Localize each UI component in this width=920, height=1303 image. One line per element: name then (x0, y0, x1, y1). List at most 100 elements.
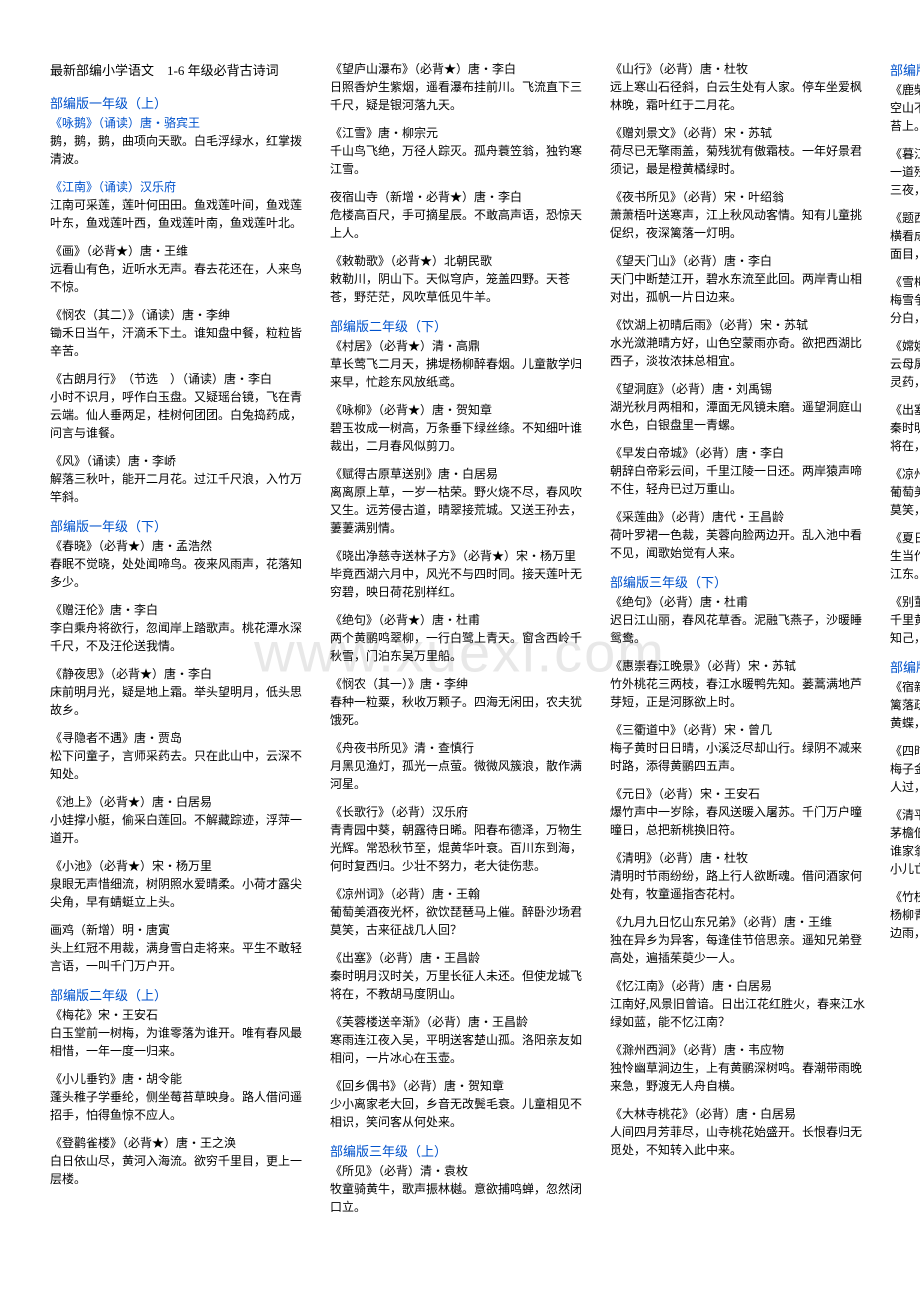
poem-body: 寒雨连江夜入吴，平明送客楚山孤。洛阳亲友如相问，一片冰心在玉壶。 (330, 1031, 590, 1067)
poem-body: 远看山有色，近听水无声。春去花还在，人来鸟不惊。 (50, 260, 310, 296)
poem-title: 《绝句》（必背）唐・杜甫 (610, 593, 870, 611)
poem: 《村居》（必背★）清・高鼎草长莺飞二月天，拂堤杨柳醉春烟。儿童散学归来早，忙趁东… (330, 337, 590, 391)
poem-title: 《望洞庭》（必背）唐・刘禹锡 (610, 380, 870, 398)
poem-body: 春眠不觉晓，处处闻啼鸟。夜来风雨声，花落知多少。 (50, 555, 310, 591)
poem: 《晓出净慈寺送林子方》（必背★）宋・杨万里毕竟西湖六月中，风光不与四时同。接天莲… (330, 547, 590, 601)
poem-body: 湖光秋月两相和，潭面无风镜未磨。遥望洞庭山水色，白银盘里一青螺。 (610, 398, 870, 434)
poem: 《九月九日忆山东兄弟》（必背）唐・王维独在异乡为异客，每逢佳节倍思亲。遥知兄弟登… (610, 913, 870, 967)
poem-title: 《夜书所见》（必背）宋・叶绍翁 (610, 188, 870, 206)
poem-body: 少小离家老大回，乡音无改鬓毛衰。儿童相见不相识，笑问客从何处来。 (330, 1095, 590, 1131)
poem: 《竹枝词》（必背）唐・ 刘禹锡杨柳青青江水平，闻郎江上踏歌声。东边日出西边雨，道… (890, 888, 920, 942)
poem-title: 《风》（诵读）唐・李峤 (50, 452, 310, 470)
poem: 《池上》（必背★）唐・白居易小娃撑小艇，偷采白莲回。不解藏踪迹，浮萍一道开。 (50, 793, 310, 847)
poem-title: 《嫦娥》（必背）唐・李商隐 (890, 337, 920, 355)
poem-title: 《静夜思》（必背★）唐・李白 (50, 665, 310, 683)
poem-title: 《芙蓉楼送辛渐》（必背）唐・王昌龄 (330, 1013, 590, 1031)
poem-title: 《寻隐者不遇》唐・贾岛 (50, 729, 310, 747)
poem-body: 竹外桃花三两枝，春江水暖鸭先知。蒌蒿满地芦芽短，正是河豚欲上时。 (610, 675, 870, 711)
poem-body: 蓬头稚子学垂纶，侧坐莓苔草映身。路人借问遥招手，怕得鱼惊不应人。 (50, 1088, 310, 1124)
poem-title: 《清明》（必背）唐・杜牧 (610, 849, 870, 867)
poem: 夜宿山寺（新增・必背★）唐・李白危楼高百尺，手可摘星辰。不敢高声语，恐惊天上人。 (330, 188, 590, 242)
poem-body: 头上红冠不用裁，满身雪白走将来。平生不敢轻言语，一叫千门万户开。 (50, 939, 310, 975)
poem-body: 梅子黄时日日晴，小溪泛尽却山行。绿阴不减来时路，添得黄鹂四五声。 (610, 739, 870, 775)
poem-body: 横看成岭侧成峰，远近高低各不同。不识庐山真面目，只缘身在此山中。 (890, 227, 920, 263)
poem: 《别董大》（必背）唐・高适千里黄云白日曛，北风吹雁雪纷纷。莫愁前路无知己，天下谁… (890, 593, 920, 647)
poem-title: 《竹枝词》（必背）唐・ 刘禹锡 (890, 888, 920, 906)
poem-title: 《赠汪伦》唐・李白 (50, 601, 310, 619)
poem-body: 葡萄美酒夜光杯，欲饮琵琶马上催。醉卧沙场君莫笑，古来征战几人回？ (330, 903, 590, 939)
poem-body: 杨柳青青江水平，闻郎江上踏歌声。东边日出西边雨，道是无晴却有晴。 (890, 906, 920, 942)
poem-title: 《登鹳雀楼》（必背★）唐・王之涣 (50, 1134, 310, 1152)
poem-body: 天门中断楚江开，碧水东流至此回。两岸青山相对出，孤帆一片日边来。 (610, 270, 870, 306)
poem: 《赋得古原草送别》唐・白居易离离原上草，一岁一枯荣。野火烧不尽，春风吹又生。远芳… (330, 465, 590, 537)
poem-title: 《雪梅》（必背）宋・卢梅坡 (890, 273, 920, 291)
poem: 《雪梅》（必背）宋・卢梅坡梅雪争春未肯降，骚人阁笔费评章。梅须逊雪三分白，雪却输… (890, 273, 920, 327)
poem: 《四时田园杂兴（其二）》（必背）宋・范成大梅子金黄杏子肥，麦花雪白菜花稀。日长篱… (890, 742, 920, 796)
poem: 《出塞》（必背）唐・王昌龄秦时明月汉时关，万里长征人未还。但使龙城飞将在，不教胡… (330, 949, 590, 1003)
main-title: 最新部编小学语文 1-6 年级必背古诗词 (50, 60, 310, 79)
poem-title: 《村居》（必背★）清・高鼎 (330, 337, 590, 355)
poem-title: 《晓出净慈寺送林子方》（必背★）宋・杨万里 (330, 547, 590, 565)
poem-body: 床前明月光，疑是地上霜。举头望明月，低头思故乡。 (50, 683, 310, 719)
poem: 《登鹳雀楼》（必背★）唐・王之涣白日依山尽，黄河入海流。欲穷千里目，更上一层楼。 (50, 1134, 310, 1188)
poem-body: 独在异乡为异客，每逢佳节倍思亲。遥知兄弟登高处，遍插茱萸少一人。 (610, 931, 870, 967)
poem-title: 《凉州词》（必背）唐・王翰 (890, 465, 920, 483)
poem-title: 《画》（必背★）唐・王维 (50, 242, 310, 260)
poem-title: 《悯农（其二）》（诵读）唐・李绅 (50, 306, 310, 324)
poem-body: 两个黄鹂鸣翠柳，一行白鹭上青天。窗含西岭千秋雪，门泊东吴万里船。 (330, 629, 590, 665)
poem-body: 日照香炉生紫烟，遥看瀑布挂前川。飞流直下三千尺，疑是银河落九天。 (330, 78, 590, 114)
poem-body: 人间四月芳菲尽，山寺桃花始盛开。长恨春归无觅处，不知转入此中来。 (610, 1123, 870, 1159)
poem: 《古朗月行》 （节选 ）（诵读）唐・李白小时不识月，呼作白玉盘。又疑瑶台镜，飞在… (50, 370, 310, 442)
poem-body: 毕竟西湖六月中，风光不与四时同。接天莲叶无穷碧，映日荷花别样红。 (330, 565, 590, 601)
poem-title: 《大林寺桃花》（必背）唐・白居易 (610, 1105, 870, 1123)
section-header: 部编版四年级（上） (890, 60, 920, 79)
poem-title: 《悯农（其一）》唐・李绅 (330, 675, 590, 693)
poem-body: 梅雪争春未肯降，骚人阁笔费评章。梅须逊雪三分白，雪却输梅一段香。 (890, 291, 920, 327)
poem-body: 萧萧梧叶送寒声，江上秋风动客情。知有儿童挑促织，夜深篱落一灯明。 (610, 206, 870, 242)
poem-title: 《所见》（必背）清・袁枚 (330, 1162, 590, 1180)
section-header: 部编版三年级（下） (610, 572, 870, 591)
poem-body: 小娃撑小艇，偷采白莲回。不解藏踪迹，浮萍一道开。 (50, 811, 310, 847)
poem: 《悯农（其一）》唐・李绅春种一粒粟，秋收万颗子。四海无闲田，农夫犹饿死。 (330, 675, 590, 729)
poem: 《出塞》（必背）唐・王昌龄秦时明月汉时关，万里长征人未还。但使龙城飞将在，不教胡… (890, 401, 920, 455)
poem: 《山行》（必背）唐・杜牧远上寒山石径斜，白云生处有人家。停车坐爱枫林晚，霜叶红于… (610, 60, 870, 114)
poem-title: 《早发白帝城》（必背）唐・李白 (610, 444, 870, 462)
poem: 《饮湖上初晴后雨》（必背）宋・苏轼水光潋滟晴方好，山色空蒙雨亦奇。欲把西湖比西子… (610, 316, 870, 370)
poem: 《赠刘景文》（必背）宋・苏轼荷尽已无擎雨盖，菊残犹有傲霜枝。一年好景君须记，最是… (610, 124, 870, 178)
poem: 《小儿垂钓》唐・胡令能蓬头稚子学垂纶，侧坐莓苔草映身。路人借问遥招手，怕得鱼惊不… (50, 1070, 310, 1124)
poem-body: 朝辞白帝彩云间，千里江陵一日还。两岸猿声啼不住，轻舟已过万重山。 (610, 462, 870, 498)
poem-body: 青青园中葵，朝露待日晞。阳春布德泽，万物生光辉。常恐秋节至，焜黄华叶衰。百川东到… (330, 821, 590, 875)
poem-title: 《咏鹅》（诵读）唐・骆宾王 (50, 114, 310, 132)
poem: 《绝句》（必背）唐・杜甫迟日江山丽，春风花草香。泥融飞燕子，沙暖睡鸳鸯。 (610, 593, 870, 647)
poem-title: 《赠刘景文》（必背）宋・苏轼 (610, 124, 870, 142)
poem-body: 锄禾日当午，汗滴禾下土。谁知盘中餐，粒粒皆辛苦。 (50, 324, 310, 360)
poem-body: 泉眼无声惜细流，树阴照水爱晴柔。小荷才露尖尖角，早有蜻蜓立上头。 (50, 875, 310, 911)
poem-body: 鹅，鹅，鹅，曲项向天歌。白毛浮绿水，红掌拨清波。 (50, 132, 310, 168)
poem-title: 《忆江南》（必背）唐・白居易 (610, 977, 870, 995)
poem-body: 清明时节雨纷纷，路上行人欲断魂。借问酒家何处有，牧童遥指杏花村。 (610, 867, 870, 903)
poem: 《咏柳》（必背★）唐・贺知章碧玉妆成一树高，万条垂下绿丝绦。不知细叶谁裁出，二月… (330, 401, 590, 455)
poem: 《悯农（其二）》（诵读）唐・李绅锄禾日当午，汗滴禾下土。谁知盘中餐，粒粒皆辛苦。 (50, 306, 310, 360)
poem-title: 《九月九日忆山东兄弟》（必背）唐・王维 (610, 913, 870, 931)
poem-body: 茅檐低小，溪上青青草。醉里吴音相媚好，白发谁家翁媪？大儿锄豆溪东，中儿正织鸡笼。… (890, 824, 920, 878)
poem: 画鸡（新增）明・唐寅头上红冠不用裁，满身雪白走将来。平生不敢轻言语，一叫千门万户… (50, 921, 310, 975)
poem-title: 《梅花》宋・王安石 (50, 1006, 310, 1024)
poem-title: 《望庐山瀑布》（必背★）唐・李白 (330, 60, 590, 78)
poem-title: 《元日》（必背）宋・王安石 (610, 785, 870, 803)
poem-title: 《望天门山》（必背）唐・李白 (610, 252, 870, 270)
poem-title: 《三衢道中》（必背）宋・曾几 (610, 721, 870, 739)
poem-title: 《山行》（必背）唐・杜牧 (610, 60, 870, 78)
poem: 《绝句》（必背★）唐・杜甫两个黄鹂鸣翠柳，一行白鹭上青天。窗含西岭千秋雪，门泊东… (330, 611, 590, 665)
poem-body: 月黑见渔灯，孤光一点萤。微微风簇浪，散作满河星。 (330, 757, 590, 793)
poem-body: 解落三秋叶，能开二月花。过江千尺浪，入竹万竿斜。 (50, 470, 310, 506)
poem-title: 画鸡（新增）明・唐寅 (50, 921, 310, 939)
poem-title: 《回乡偶书》（必背）唐・贺知章 (330, 1077, 590, 1095)
poem-body: 敕勒川，阴山下。天似穹庐，笼盖四野。天苍苍，野茫茫，风吹草低见牛羊。 (330, 270, 590, 306)
poem: 《敕勒歌》（必背★）北朝民歌敕勒川，阴山下。天似穹庐，笼盖四野。天苍苍，野茫茫，… (330, 252, 590, 306)
poem: 《夜书所见》（必背）宋・叶绍翁萧萧梧叶送寒声，江上秋风动客情。知有儿童挑促织，夜… (610, 188, 870, 242)
section-header: 部编版三年级（上） (330, 1141, 590, 1160)
poem: 《三衢道中》（必背）宋・曾几梅子黄时日日晴，小溪泛尽却山行。绿阴不减来时路，添得… (610, 721, 870, 775)
poem-body: 秦时明月汉时关，万里长征人未还。但使龙城飞将在，不教胡马度阴山。 (330, 967, 590, 1003)
poem-title: 《池上》（必背★）唐・白居易 (50, 793, 310, 811)
poem-title: 《长歌行》（必背）汉乐府 (330, 803, 590, 821)
